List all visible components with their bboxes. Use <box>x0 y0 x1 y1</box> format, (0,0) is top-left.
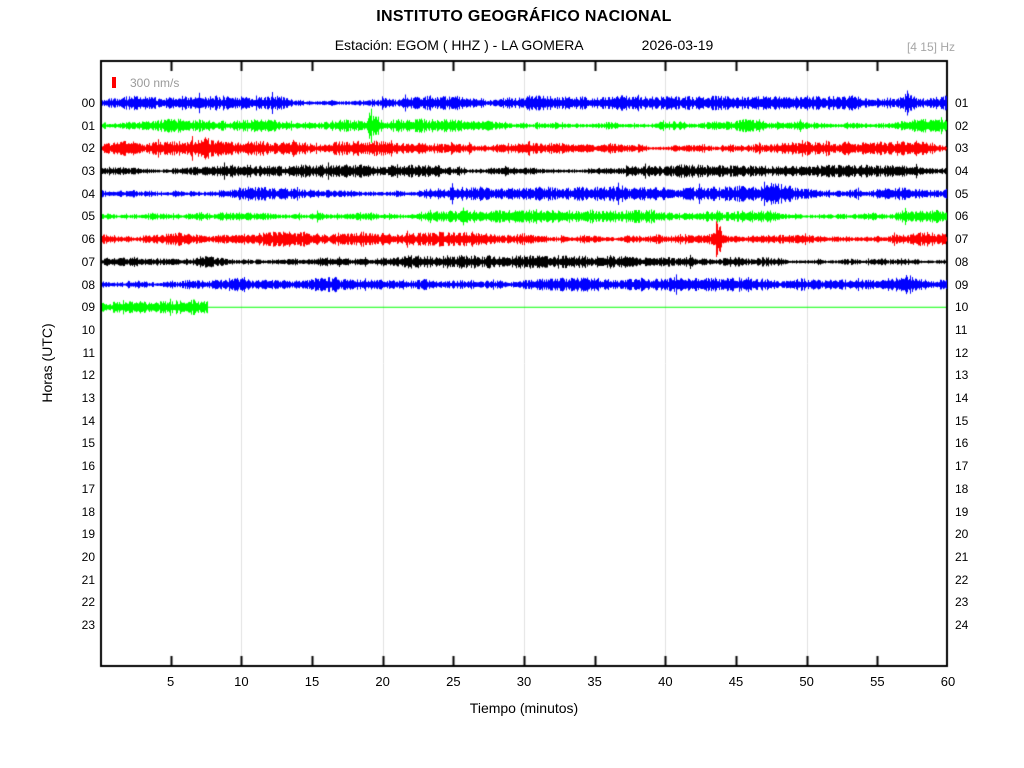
hour-label-left: 09 <box>81 300 95 315</box>
x-tick-label: 40 <box>658 674 673 689</box>
hour-label-right: 12 <box>955 345 969 360</box>
hour-label-right: 10 <box>955 300 969 315</box>
hour-label-right: 02 <box>955 118 969 133</box>
hour-label-left: 16 <box>81 459 95 474</box>
y-axis-label: Horas (UTC) <box>39 323 55 403</box>
hour-label-left: 12 <box>81 368 95 383</box>
hour-label-right: 11 <box>955 322 968 337</box>
x-tick-label: 45 <box>728 674 744 689</box>
hour-label-right: 15 <box>955 413 969 428</box>
hour-label-left: 02 <box>81 141 95 156</box>
hour-label-left: 14 <box>81 413 95 428</box>
hour-label-right: 14 <box>955 391 969 406</box>
x-tick-label: 55 <box>870 674 885 689</box>
hour-label-right: 18 <box>955 481 969 496</box>
hour-label-right: 20 <box>955 527 969 542</box>
hour-label-left: 19 <box>81 527 95 542</box>
hour-label-left: 03 <box>81 164 95 179</box>
hour-label-left: 17 <box>81 481 95 496</box>
x-tick-label: 10 <box>234 674 249 689</box>
x-tick-label: 30 <box>516 674 532 689</box>
hour-label-left: 13 <box>81 391 95 406</box>
hour-label-right: 03 <box>955 141 969 156</box>
x-tick-label: 35 <box>587 674 602 689</box>
hour-label-right: 09 <box>955 277 969 292</box>
x-tick-label: 20 <box>375 674 390 689</box>
scale-label: 300 nm/s <box>130 76 180 90</box>
hour-label-left: 00 <box>81 96 95 110</box>
hour-label-left: 06 <box>81 232 95 247</box>
hour-label-left: 08 <box>81 277 95 292</box>
hour-label-left: 10 <box>81 322 95 337</box>
hour-label-left: 22 <box>81 595 95 610</box>
hour-label-right: 17 <box>955 459 969 474</box>
hour-label-left: 05 <box>81 209 95 224</box>
hour-label-right: 23 <box>955 595 969 610</box>
hour-label-right: 19 <box>955 504 969 519</box>
hour-label-right: 06 <box>955 209 969 224</box>
hour-label-left: 01 <box>81 118 95 133</box>
x-tick-label: 15 <box>304 674 320 689</box>
hour-label-right: 01 <box>955 96 969 110</box>
hour-label-left: 07 <box>81 254 95 269</box>
x-tick-label: 50 <box>799 674 814 689</box>
hour-label-left: 18 <box>81 504 95 519</box>
subtitle-row: Estación: EGOM ( HHZ ) - LA GOMERA 2026-… <box>100 37 948 53</box>
x-tick-label: 25 <box>446 674 461 689</box>
hour-label-right: 08 <box>955 254 969 269</box>
x-tick-label: 60 <box>940 674 956 689</box>
hour-label-left: 15 <box>81 436 95 451</box>
hour-label-left: 04 <box>81 186 95 201</box>
page-title: INSTITUTO GEOGRÁFICO NACIONAL <box>376 8 672 25</box>
hour-label-right: 21 <box>955 549 969 564</box>
date-label: 2026-03-19 <box>641 37 714 53</box>
x-tick-label: 5 <box>167 674 175 689</box>
hour-label-right: 05 <box>955 186 969 201</box>
hour-label-left: 21 <box>81 572 95 587</box>
hour-label-right: 22 <box>955 572 969 587</box>
hour-label-left: 11 <box>82 345 95 360</box>
hour-label-right: 13 <box>955 368 969 383</box>
hour-label-left: 23 <box>81 618 95 632</box>
hour-label-right: 16 <box>955 436 969 451</box>
bandpass-filter-label: [4 15] Hz <box>906 40 955 54</box>
x-axis-label: Tiempo (minutos) <box>469 700 579 716</box>
hour-label-left: 20 <box>81 549 95 564</box>
scale-marker-icon <box>112 77 116 88</box>
hour-label-right: 24 <box>955 618 969 632</box>
hour-label-right: 07 <box>955 232 969 247</box>
hour-label-right: 04 <box>955 164 969 179</box>
station-label: Estación: EGOM ( HHZ ) - LA GOMERA <box>334 37 584 53</box>
